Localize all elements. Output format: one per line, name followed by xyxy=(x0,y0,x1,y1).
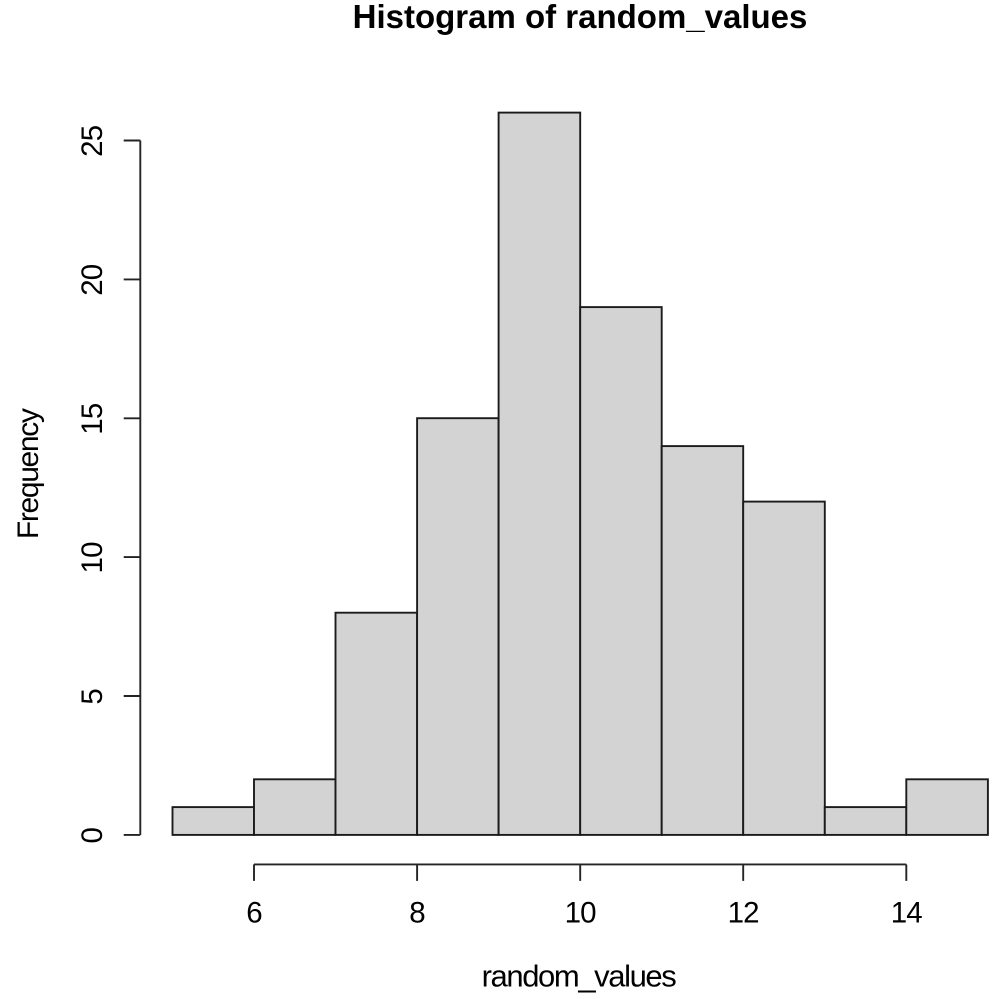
svg-text:14: 14 xyxy=(891,897,923,930)
svg-text:6: 6 xyxy=(246,897,262,930)
svg-text:Histogram of random_values: Histogram of random_values xyxy=(353,0,808,35)
svg-text:25: 25 xyxy=(76,125,109,157)
svg-text:0: 0 xyxy=(76,828,109,844)
svg-text:Frequency: Frequency xyxy=(12,408,45,539)
svg-text:10: 10 xyxy=(565,897,597,930)
svg-text:5: 5 xyxy=(76,689,109,705)
svg-text:random_values: random_values xyxy=(482,959,677,994)
svg-text:15: 15 xyxy=(76,403,109,435)
svg-text:20: 20 xyxy=(76,264,109,296)
svg-text:10: 10 xyxy=(76,542,109,574)
svg-text:8: 8 xyxy=(409,897,425,930)
svg-text:12: 12 xyxy=(728,897,759,930)
